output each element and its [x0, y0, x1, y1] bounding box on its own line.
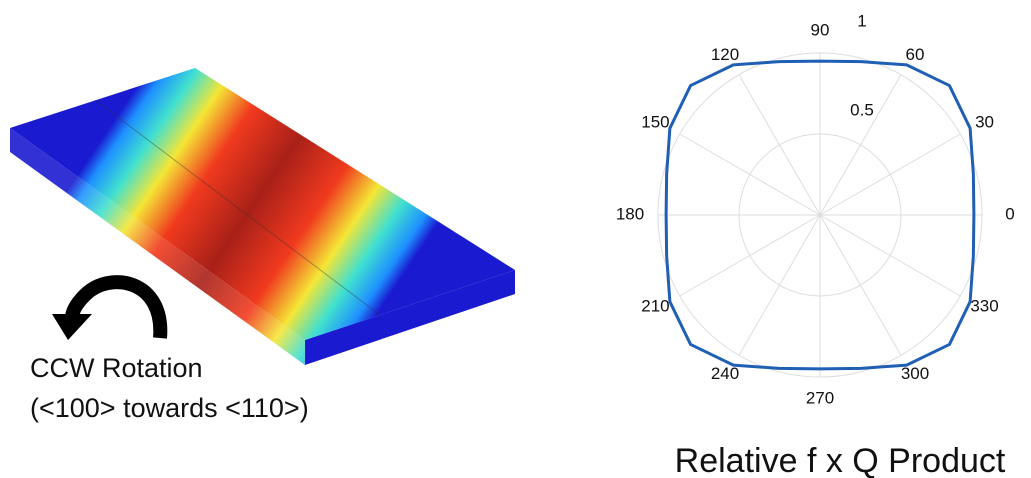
theta-tick-label: 30 — [975, 112, 994, 131]
theta-tick-label: 330 — [970, 296, 998, 315]
rotation-arrow — [72, 282, 160, 338]
r-tick-label: 1 — [857, 11, 866, 30]
theta-tick-label: 270 — [806, 388, 834, 407]
chart-title: Relative f x Q Product — [675, 442, 1006, 478]
plate-illustration — [10, 68, 515, 365]
theta-tick-label: 150 — [641, 112, 669, 131]
arrow-head — [52, 314, 92, 340]
annotation: CCW Rotation — [30, 353, 203, 383]
r-tick-label: 0.5 — [850, 100, 874, 119]
theta-tick-label: 0 — [1005, 204, 1014, 223]
theta-tick-label: 120 — [711, 45, 739, 64]
theta-tick-label: 180 — [616, 204, 644, 223]
annotation: (<100> towards <110>) — [30, 393, 309, 423]
theta-tick-label: 60 — [906, 45, 925, 64]
theta-tick-label: 210 — [641, 296, 669, 315]
theta-tick-label: 90 — [811, 20, 830, 39]
figure: CCW Rotation (<100> towards <110>) Relat… — [0, 0, 1031, 478]
